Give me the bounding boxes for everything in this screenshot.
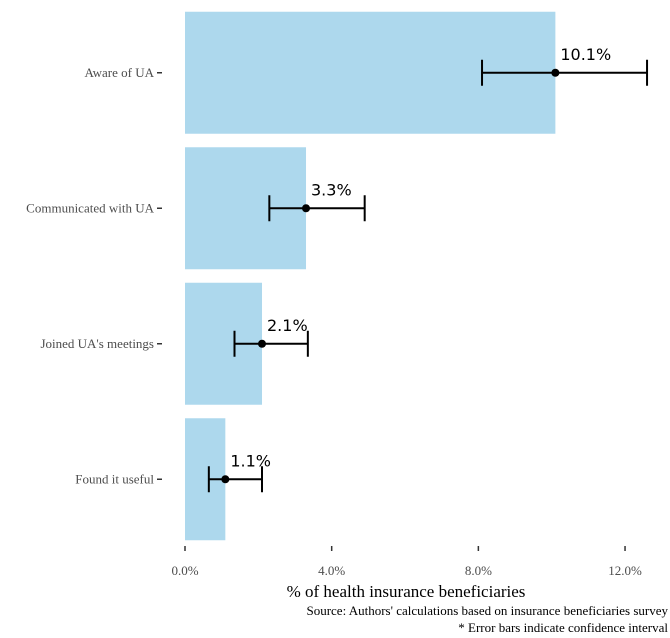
- category-label: Joined UA's meetings: [40, 336, 154, 351]
- x-axis-title: % of health insurance beneficiaries: [287, 582, 526, 600]
- bar-chart: 10.1% 3.3% 2.1% 1.1% Aware of UA Communicate…: [26, 11, 649, 600]
- x-axis: 0.0% 4.0% 8.0% 12.0%: [171, 546, 642, 578]
- data-point: [302, 204, 311, 213]
- data-label: 10.1%: [560, 45, 611, 64]
- points-layer: [221, 68, 560, 484]
- data-point: [551, 68, 560, 77]
- category-label: Found it useful: [75, 471, 154, 486]
- source-caption: Source: Authors' calculations based on i…: [306, 603, 668, 618]
- data-label: 1.1%: [230, 451, 271, 470]
- y-axis: Aware of UA Communicated with UA Joined UA…: [26, 65, 162, 486]
- data-point: [221, 475, 230, 484]
- data-labels-layer: 10.1% 3.3% 2.1% 1.1%: [230, 45, 611, 471]
- error-bars-layer: [207, 59, 649, 493]
- category-label: Communicated with UA: [26, 200, 154, 215]
- data-label: 3.3%: [311, 180, 352, 199]
- x-tick-label: 8.0%: [465, 563, 492, 578]
- data-label: 2.1%: [267, 316, 308, 335]
- x-tick-label: 0.0%: [171, 563, 198, 578]
- error-bar-note: * Error bars indicate confidence interva…: [458, 620, 668, 635]
- x-tick-label: 12.0%: [608, 563, 642, 578]
- x-tick-label: 4.0%: [318, 563, 345, 578]
- category-label: Aware of UA: [84, 65, 154, 80]
- data-point: [258, 339, 267, 348]
